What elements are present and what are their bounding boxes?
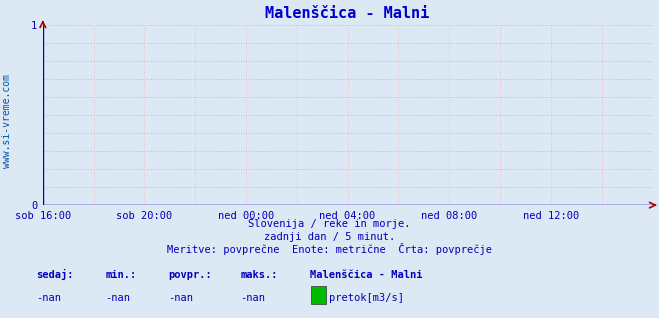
Text: sedaj:: sedaj: xyxy=(36,269,74,280)
Text: maks.:: maks.: xyxy=(241,270,278,280)
Text: www.si-vreme.com: www.si-vreme.com xyxy=(1,74,12,168)
Text: min.:: min.: xyxy=(105,270,136,280)
Text: Malenščica - Malni: Malenščica - Malni xyxy=(310,270,422,280)
Text: pretok[m3/s]: pretok[m3/s] xyxy=(330,293,405,302)
Text: Slovenija / reke in morje.: Slovenija / reke in morje. xyxy=(248,219,411,229)
Text: -nan: -nan xyxy=(168,293,193,302)
Text: zadnji dan / 5 minut.: zadnji dan / 5 minut. xyxy=(264,232,395,242)
Text: Meritve: povprečne  Enote: metrične  Črta: povprečje: Meritve: povprečne Enote: metrične Črta:… xyxy=(167,243,492,255)
Text: -nan: -nan xyxy=(241,293,266,302)
Text: -nan: -nan xyxy=(105,293,130,302)
Text: -nan: -nan xyxy=(36,293,61,302)
Text: povpr.:: povpr.: xyxy=(168,270,212,280)
Title: Malenščica - Malni: Malenščica - Malni xyxy=(266,6,430,22)
